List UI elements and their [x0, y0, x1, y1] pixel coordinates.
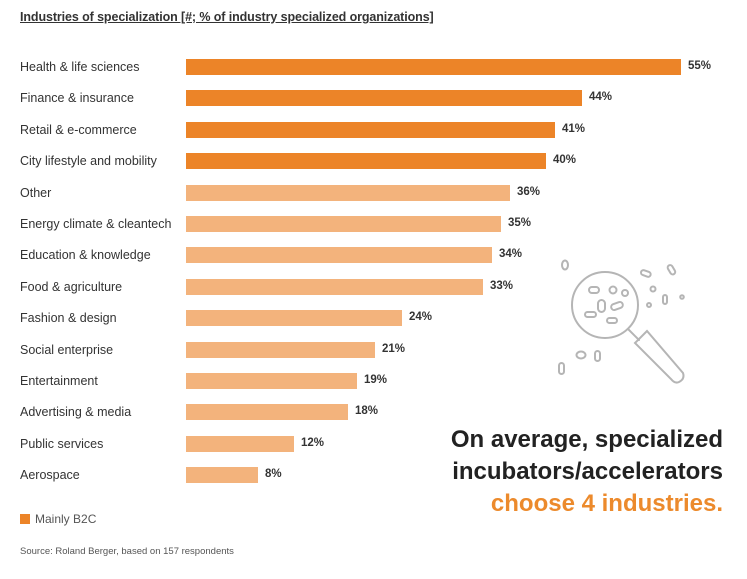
- callout-highlight: choose 4 industries.: [490, 489, 723, 517]
- category-label: Aerospace: [20, 468, 80, 483]
- category-label: Finance & insurance: [20, 91, 134, 106]
- bar: [186, 247, 492, 264]
- value-label: 33%: [490, 279, 514, 292]
- category-label: Fashion & design: [20, 311, 117, 326]
- callout-line-1: On average, specialized: [450, 426, 723, 453]
- value-label: 12%: [301, 436, 325, 449]
- category-label: Public services: [20, 436, 104, 451]
- source-note: Source: Roland Berger, based on 157 resp…: [20, 546, 234, 557]
- legend-swatch-b2c: [20, 514, 30, 524]
- category-label: Social enterprise: [20, 342, 114, 357]
- category-label: Health & life sciences: [20, 60, 140, 74]
- magnifier-bacteria-icon: [558, 259, 685, 384]
- bar: [186, 404, 348, 421]
- bar: [186, 216, 501, 232]
- chart-title: Industries of specialization [#; % of in…: [20, 10, 434, 24]
- bar: [186, 153, 546, 170]
- value-label: 18%: [355, 405, 379, 418]
- category-label: Advertising & media: [20, 405, 132, 420]
- bar: [186, 467, 258, 484]
- category-label: Education & knowledge: [20, 248, 151, 263]
- category-label: Retail & e-commerce: [20, 122, 137, 137]
- value-label: 8%: [265, 468, 282, 481]
- bar: [186, 59, 681, 75]
- value-label: 40%: [553, 154, 577, 167]
- bar: [186, 90, 582, 107]
- value-label: 44%: [589, 91, 613, 104]
- category-label: Other: [20, 185, 52, 200]
- value-label: 55%: [688, 60, 712, 72]
- bar: [186, 278, 483, 295]
- category-label: Food & agriculture: [20, 279, 123, 294]
- callout-text: On average, specialized incubators/accel…: [451, 424, 723, 520]
- bar: [186, 310, 402, 327]
- value-label: 19%: [364, 374, 388, 386]
- bar: [186, 435, 294, 452]
- bar: [186, 341, 375, 358]
- category-label: City lifestyle and mobility: [20, 154, 157, 169]
- bar: [186, 121, 555, 138]
- legend: Mainly B2C: [20, 512, 96, 526]
- value-label: 35%: [508, 217, 532, 229]
- category-label: Energy climate & cleantech: [20, 217, 172, 231]
- category-label: Entertainment: [20, 374, 98, 388]
- value-label: 41%: [562, 122, 586, 135]
- value-label: 36%: [517, 185, 541, 198]
- value-label: 24%: [409, 311, 433, 324]
- legend-label: Mainly B2C: [35, 512, 97, 526]
- bar: [186, 184, 510, 201]
- bar: [186, 373, 357, 389]
- callout-line-2: incubators/accelerators: [452, 457, 723, 485]
- value-label: 34%: [499, 248, 523, 261]
- value-label: 21%: [382, 342, 406, 355]
